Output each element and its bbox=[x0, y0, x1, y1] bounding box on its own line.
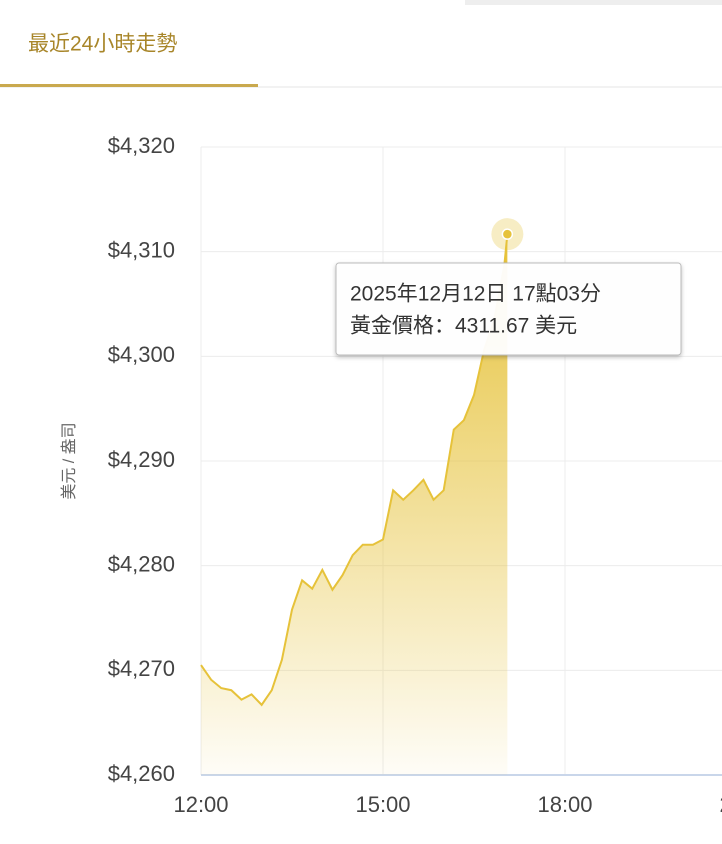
y-tick-label: $4,280 bbox=[108, 551, 175, 576]
y-tick-label: $4,270 bbox=[108, 656, 175, 681]
tab-underline bbox=[0, 84, 258, 87]
hover-point bbox=[501, 228, 514, 240]
y-tick-label: $4,260 bbox=[108, 761, 175, 786]
y-axis-label: 美元 / 盎司 bbox=[60, 422, 78, 499]
x-tick-label: 12:00 bbox=[173, 792, 228, 817]
tooltip-box bbox=[335, 262, 682, 356]
tooltip-value: 黃金價格：4311.67 美元 bbox=[350, 315, 577, 338]
y-tick-label: $4,310 bbox=[108, 237, 175, 262]
price-line bbox=[200, 234, 509, 707]
y-tick-label: $4,300 bbox=[108, 342, 175, 367]
x-tick-label: 18:00 bbox=[537, 792, 592, 817]
tab-bar-bg bbox=[465, 0, 722, 5]
y-tick-label: $4,290 bbox=[108, 447, 175, 472]
x-tick-label: 15:00 bbox=[355, 792, 410, 817]
tooltip-date: 2025年12月12日 17點03分 bbox=[350, 283, 601, 306]
x-tick-label: 21:00 bbox=[719, 792, 722, 817]
y-tick-label: $4,320 bbox=[108, 133, 175, 158]
area-fill bbox=[201, 234, 508, 776]
tab-label[interactable]: 最近24小時走勢 bbox=[28, 33, 177, 56]
